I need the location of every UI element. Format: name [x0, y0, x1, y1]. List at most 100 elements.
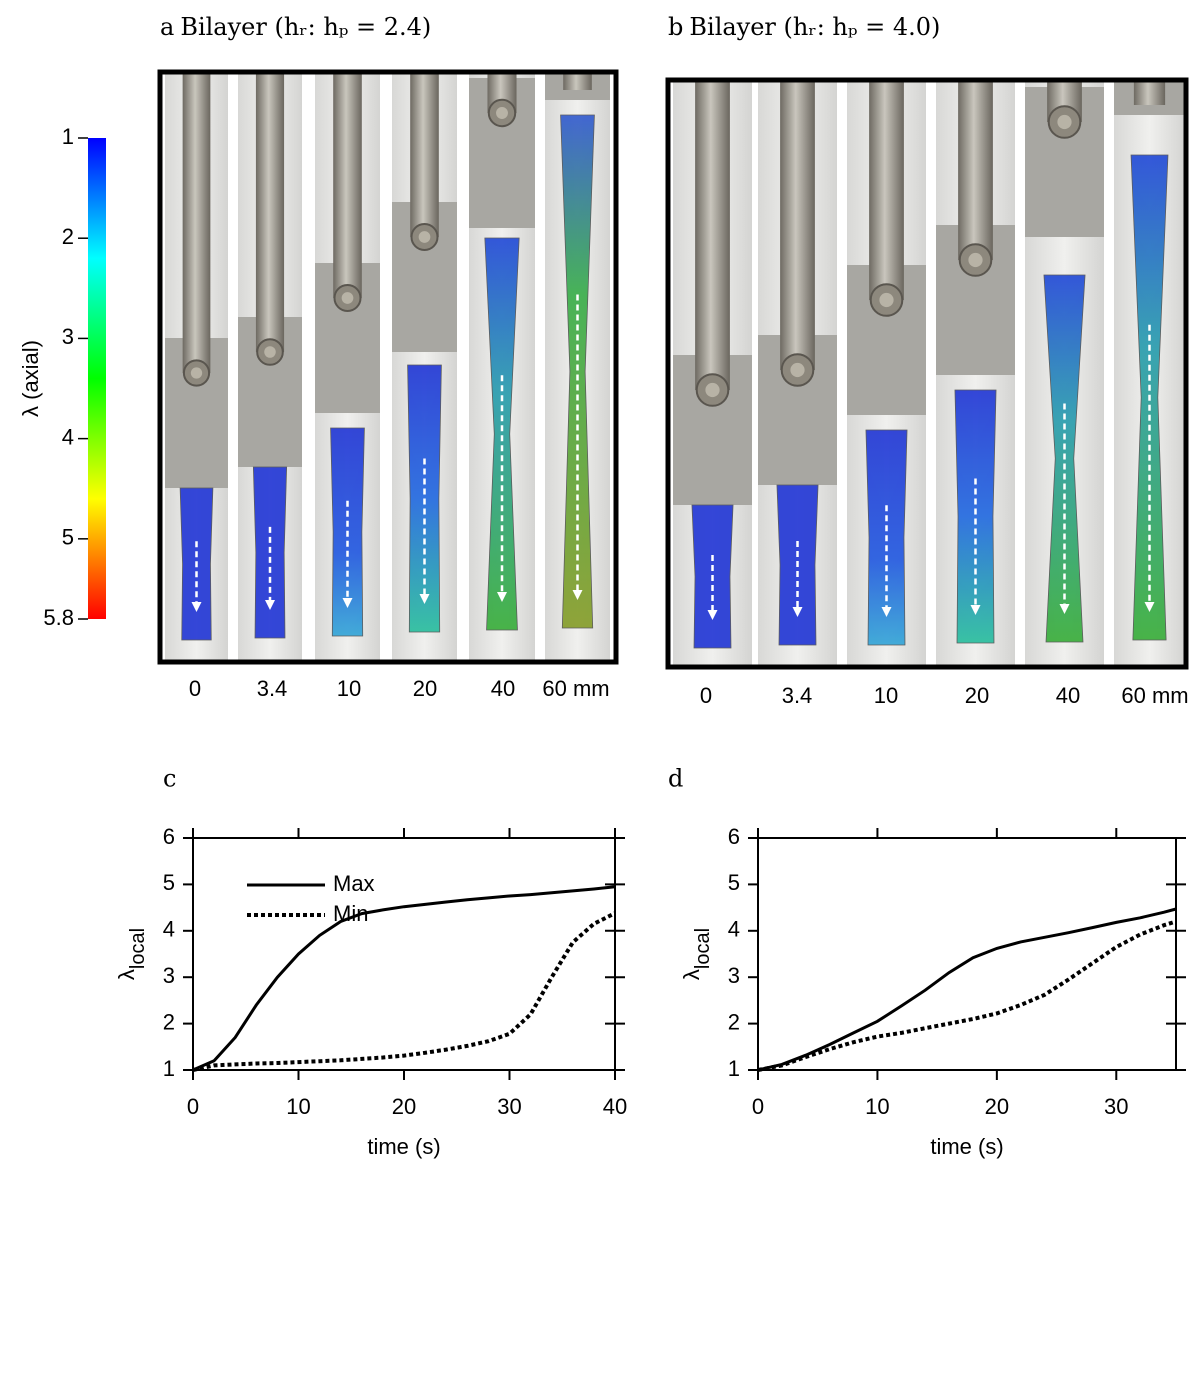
screw-socket — [1057, 114, 1072, 130]
x-axis-label: time (s) — [930, 1134, 1003, 1159]
strain-label: 60 mm — [1121, 683, 1188, 708]
strain-arrow-head — [970, 605, 981, 615]
y-tick-label: 2 — [163, 1009, 175, 1034]
strain-arrow-head — [419, 594, 430, 604]
y-axis-symbol: λ — [679, 969, 704, 980]
strain-arrow-head — [497, 592, 507, 602]
y-tick-label: 1 — [163, 1056, 175, 1081]
y-tick-label: 5 — [728, 870, 740, 895]
rod — [780, 82, 815, 370]
specimen — [560, 114, 595, 629]
strain-label: 3.4 — [257, 676, 288, 701]
screw-socket — [264, 346, 276, 358]
screw-socket — [496, 107, 508, 119]
x-tick-label: 0 — [187, 1094, 199, 1119]
rod — [695, 82, 730, 390]
strain-arrow-head — [191, 602, 202, 612]
panel-letter: d — [668, 765, 683, 793]
legend-label: Max — [333, 871, 375, 896]
screw-socket — [418, 231, 431, 243]
y-tick-label: 1 — [728, 1056, 740, 1081]
x-tick-label: 0 — [752, 1094, 764, 1119]
screw-socket — [341, 292, 354, 304]
strain-arrow-head — [342, 598, 353, 608]
colorbar-tick-label: 3 — [62, 324, 74, 349]
strain-arrow-head — [1144, 602, 1155, 612]
data-line — [192, 911, 616, 1072]
screw-socket — [790, 362, 805, 378]
panel-title-text: Bilayer (hᵣ: hₚ = 2.4) — [180, 13, 431, 41]
strain-label: 10 — [337, 676, 361, 701]
colorbar-tick-label: 2 — [62, 224, 74, 249]
photo-panel — [165, 74, 610, 660]
y-axis-label: λlocal — [679, 928, 714, 980]
strain-label: 10 — [874, 683, 898, 708]
x-tick-label: 10 — [865, 1094, 889, 1119]
x-tick-label: 30 — [497, 1094, 521, 1119]
panel-title: a Bilayer (hᵣ: hₚ = 2.4) — [160, 13, 431, 41]
plot-frame — [757, 837, 1177, 1071]
specimen — [954, 389, 997, 644]
specimen — [484, 237, 520, 631]
rod — [563, 74, 592, 90]
strain-arrow-head — [572, 590, 583, 600]
rod — [410, 74, 439, 237]
strain-label: 0 — [700, 683, 712, 708]
colorbar-tick-label: 4 — [62, 424, 74, 449]
panel-frame — [665, 77, 1189, 670]
x-tick-label: 40 — [603, 1094, 627, 1119]
strain-arrow-head — [265, 600, 275, 610]
y-tick-label: 2 — [728, 1009, 740, 1034]
y-tick-label: 4 — [728, 917, 740, 942]
panel-letter: c — [163, 765, 176, 793]
panel-title-text: Bilayer (hᵣ: hₚ = 4.0) — [689, 13, 940, 41]
y-axis-subscript: local — [127, 928, 149, 969]
screw-socket — [968, 252, 983, 268]
colorbar-label: λ (axial) — [18, 340, 43, 417]
strain-label: 20 — [413, 676, 437, 701]
strain-label: 3.4 — [782, 683, 813, 708]
rod — [1133, 82, 1166, 105]
plot-frame — [192, 837, 616, 1071]
strain-arrow-head — [792, 607, 803, 617]
y-axis-subscript: local — [692, 928, 714, 969]
rod — [333, 74, 362, 298]
colorbar — [88, 138, 106, 619]
y-tick-label: 5 — [163, 870, 175, 895]
colorbar-tick-label: 1 — [62, 124, 74, 149]
colorbar-tick-label: 5.8 — [43, 605, 74, 630]
y-axis-symbol: λ — [114, 969, 139, 980]
strain-label: 40 — [491, 676, 515, 701]
rod — [958, 82, 993, 260]
y-tick-label: 3 — [728, 963, 740, 988]
screw-socket — [190, 367, 203, 379]
y-tick-label: 4 — [163, 917, 175, 942]
x-axis-label: time (s) — [367, 1134, 440, 1159]
rod — [869, 82, 904, 300]
strain-label: 0 — [189, 676, 201, 701]
strain-label: 40 — [1056, 683, 1080, 708]
y-tick-label: 6 — [163, 824, 175, 849]
legend-label: Min — [333, 901, 368, 926]
panel-frame — [157, 69, 619, 665]
x-tick-label: 20 — [985, 1094, 1009, 1119]
data-line — [757, 907, 1177, 1072]
photo-panel — [673, 82, 1185, 665]
panel-letter: a — [160, 13, 174, 41]
y-tick-label: 6 — [728, 824, 740, 849]
strain-label: 20 — [965, 683, 989, 708]
strain-arrow-head — [881, 607, 892, 617]
y-tick-label: 3 — [163, 963, 175, 988]
strain-arrow-head — [1059, 604, 1070, 614]
colorbar-tick-label: 5 — [62, 525, 74, 550]
panel-letter: b — [668, 13, 683, 41]
screw-socket — [705, 382, 720, 398]
data-line — [192, 885, 616, 1072]
strain-label: 60 mm — [542, 676, 609, 701]
screw-socket — [879, 292, 894, 308]
rod — [255, 74, 285, 352]
strain-arrow-head — [707, 610, 718, 620]
panel-title: b Bilayer (hᵣ: hₚ = 4.0) — [668, 13, 940, 41]
y-axis-label: λlocal — [114, 928, 149, 980]
